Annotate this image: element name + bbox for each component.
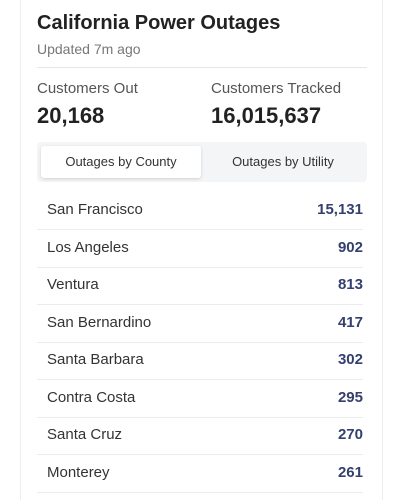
stat-label: Customers Out — [37, 80, 138, 97]
tab[interactable]: Outages by County — [41, 146, 201, 178]
table-row: Los Angeles 902 — [37, 230, 363, 268]
stat-label: Customers Tracked — [211, 80, 342, 97]
table-row: Santa Barbara 302 — [37, 342, 363, 380]
tab-bar: Outages by County Outages by Utility — [37, 142, 367, 182]
divider — [37, 67, 367, 68]
table-row: San Francisco 15,131 — [37, 192, 363, 230]
table-row: Monterey 261 — [37, 455, 363, 493]
stat-value: 16,015,637 — [211, 103, 322, 128]
outage-count: 302 — [337, 351, 363, 368]
outage-count: 902 — [337, 238, 363, 256]
table-row: Contra Costa 295 — [37, 380, 363, 418]
county-name: Santa Barbara — [47, 351, 144, 368]
title: California Power Outages — [37, 12, 281, 34]
outage-count: 270 — [337, 426, 363, 443]
county-name: San Francisco — [47, 201, 143, 218]
table-row: San Bernardino 417 — [37, 305, 363, 343]
county-name: Los Angeles — [47, 238, 129, 256]
outage-count: 417 — [337, 313, 363, 331]
county-name: San Bernardino — [47, 313, 152, 331]
outage-count: 295 — [337, 388, 363, 406]
tab[interactable]: Outages by Utility — [232, 154, 334, 169]
county-name: Ventura — [47, 276, 99, 293]
table-row: Santa Cruz 270 — [37, 417, 363, 455]
outage-count: 15,131 — [317, 201, 363, 218]
table-row: Ventura 813 — [37, 267, 363, 305]
updated-time: Updated 7m ago — [37, 41, 141, 57]
stat-value: 20,168 — [37, 103, 105, 128]
county-name: Contra Costa — [47, 388, 136, 406]
outage-count: 261 — [337, 463, 363, 481]
county-name: Santa Cruz — [47, 426, 123, 443]
card: California Power Outages Updated 7m ago … — [20, 0, 383, 500]
county-name: Monterey — [47, 463, 110, 481]
outage-count: 813 — [337, 276, 363, 293]
